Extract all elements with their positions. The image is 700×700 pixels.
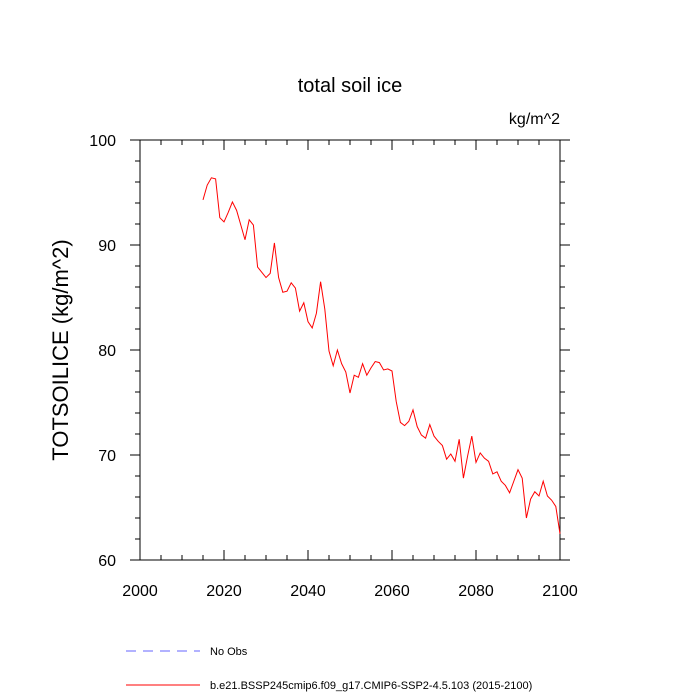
plot-frame: [139, 139, 561, 561]
units-label: kg/m^2: [509, 111, 560, 128]
y-tick-label: 70: [98, 448, 116, 465]
series-lines: [202, 177, 561, 534]
legend: No Obs b.e21.BSSP245cmip6.f09_g17.CMIP6-…: [126, 646, 532, 692]
legend-label-model: b.e21.BSSP245cmip6.f09_g17.CMIP6-SSP2-4.…: [210, 680, 532, 692]
y-tick-label: 80: [98, 343, 116, 360]
series-line-0: [202, 177, 561, 534]
x-tick-label: 2080: [458, 583, 494, 600]
axis-ticks: [130, 139, 570, 561]
x-tick-label: 2040: [290, 583, 326, 600]
legend-label-obs: No Obs: [210, 646, 248, 658]
x-tick-label: 2100: [542, 583, 578, 600]
y-tick-label: 60: [98, 553, 116, 570]
y-axis-label: TOTSOILICE (kg/m^2): [48, 239, 73, 460]
x-tick-label: 2000: [122, 583, 158, 600]
x-tick-label: 2020: [206, 583, 242, 600]
chart-title: total soil ice: [298, 75, 403, 97]
y-tick-label: 100: [89, 133, 116, 150]
axis-tick-labels: 2000 2020 2040 2060 2080 2100 60 70 80 90 100: [89, 133, 578, 600]
x-tick-label: 2060: [374, 583, 410, 600]
y-tick-label: 90: [98, 238, 116, 255]
